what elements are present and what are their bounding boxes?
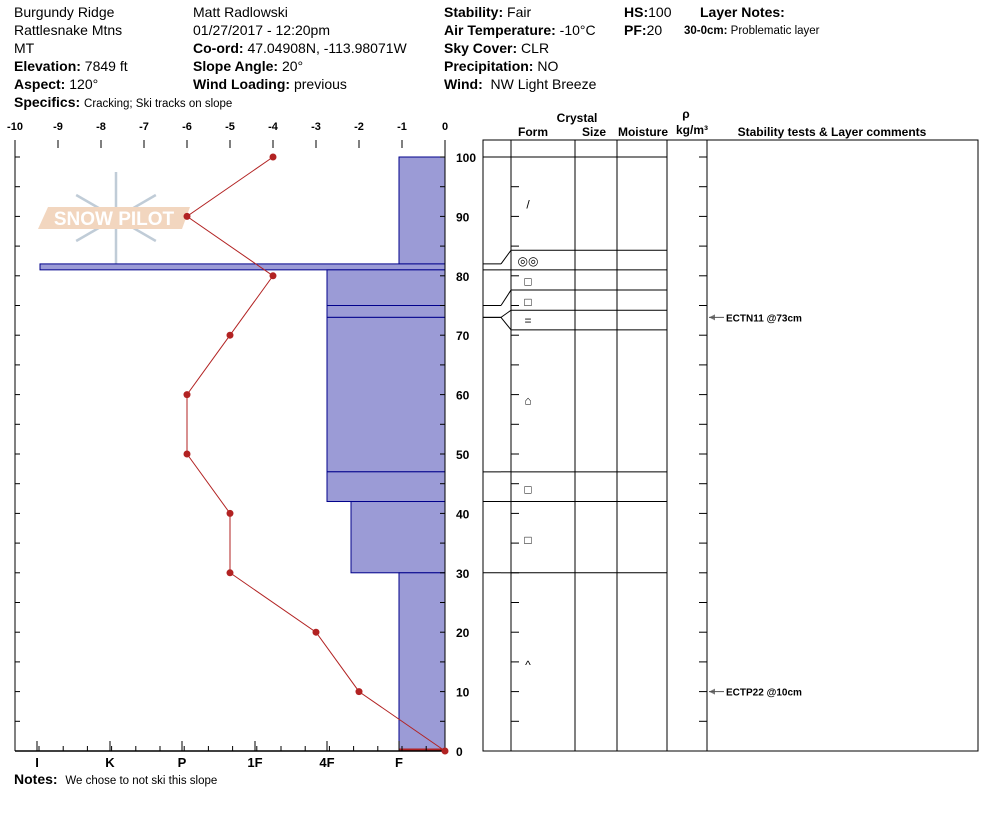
crystal-form-fc-icon: □ (524, 295, 531, 309)
svg-text:SNOW PILOT: SNOW PILOT (54, 209, 175, 230)
hardness-layer (326, 269, 446, 306)
range: Rattlesnake Mtns (14, 22, 123, 38)
crystal-form-sh-icon: ◎◎ (518, 254, 539, 268)
hardness-layer (326, 305, 446, 318)
moisture-header: Moisture (618, 125, 668, 139)
crystal-form-df-icon: / (526, 198, 530, 212)
air-temperature: Air Temperature: -10°C (444, 22, 596, 38)
hardness-layer (398, 572, 446, 752)
crystal-form-mf-icon: ⌂ (524, 394, 531, 408)
stability-test-label: ECTN11 @73cm (726, 313, 802, 324)
height-tick-label: 10 (456, 686, 470, 700)
temperature-point (226, 331, 234, 339)
crystal-form-if-icon: = (524, 313, 531, 327)
form-header: Form (518, 125, 548, 139)
datetime: 01/27/2017 - 12:20pm (193, 22, 330, 38)
hs: HS:100 (624, 4, 672, 20)
hardness-tick-label: F (395, 755, 403, 770)
aspect: Aspect: 120° (14, 76, 99, 92)
hardness-layer (326, 471, 446, 503)
hardness-tick-label: 1F (247, 755, 262, 770)
stability-test-label: ECTP22 @10cm (726, 688, 802, 699)
layer-note: 30-0cm: Problematic layer (684, 25, 820, 37)
height-tick-label: 20 (456, 626, 470, 640)
precipitation: Precipitation: NO (444, 58, 559, 74)
temperature-tick-label: -3 (311, 121, 321, 133)
notes: Notes: We chose to not ski this slope (14, 771, 218, 787)
height-tick-label: 30 (456, 567, 470, 581)
density-header: kg/m³ (676, 123, 708, 137)
location: Burgundy Ridge (14, 4, 115, 20)
layer-connector (500, 317, 512, 331)
slope-angle: Slope Angle: 20° (193, 58, 304, 74)
pf: PF:20 (624, 22, 663, 38)
snow-pilot-logo: SNOW PILOT (38, 172, 190, 264)
temperature-tick-label: -5 (225, 121, 235, 133)
height-tick-label: 60 (456, 389, 470, 403)
hardness-layer (350, 501, 446, 574)
wind-loading: Wind Loading: previous (193, 76, 347, 92)
hardness-layer (398, 156, 446, 265)
layer-connector (500, 309, 512, 318)
stability: Stability: Fair (444, 4, 532, 20)
layer-table-frame (482, 139, 979, 752)
specifics: Specifics: Cracking; Ski tracks on slope (14, 94, 233, 110)
hardness-tick-label: K (105, 755, 115, 770)
hardness-layer (39, 263, 446, 271)
temperature-tick-label: -9 (53, 121, 63, 133)
layer-connector (500, 249, 512, 265)
height-tick-label: 90 (456, 210, 470, 224)
hardness-tick-label: P (178, 755, 187, 770)
hardness-layer (326, 316, 446, 473)
crystal-form-dh-icon: ^ (525, 658, 531, 672)
comments-header: Stability tests & Layer comments (738, 125, 927, 139)
temperature-point (226, 569, 234, 577)
height-tick-label: 80 (456, 270, 470, 284)
layer-connector (500, 289, 512, 306)
temperature-point (183, 391, 191, 399)
temperature-tick-label: -2 (354, 121, 364, 133)
elevation: Elevation: 7849 ft (14, 58, 128, 74)
crystal-header: Crystal (557, 111, 598, 125)
temperature-tick-label: -1 (397, 121, 407, 133)
temperature-point (269, 153, 277, 161)
crystal-form-fc-icon: □ (524, 275, 531, 289)
observer: Matt Radlowski (193, 4, 288, 20)
height-tick-label: 40 (456, 507, 470, 521)
height-tick-label: 70 (456, 329, 470, 343)
temperature-point (183, 212, 191, 220)
temperature-tick-label: 0 (442, 121, 448, 133)
temperature-tick-label: -4 (268, 121, 279, 133)
crystal-form-fc-icon: □ (524, 533, 531, 547)
temperature-point (441, 747, 449, 755)
rho-header: ρ (682, 107, 689, 121)
temperature-tick-label: -8 (96, 121, 106, 133)
height-tick-label: 0 (456, 745, 463, 759)
temperature-point (226, 509, 234, 517)
hardness-tick-label: I (35, 755, 39, 770)
temperature-point (269, 272, 277, 280)
temperature-tick-label: -6 (182, 121, 192, 133)
temperature-point (183, 450, 191, 458)
height-tick-label: 50 (456, 448, 470, 462)
temperature-point (355, 688, 363, 696)
wind: Wind: NW Light Breeze (444, 76, 597, 92)
crystal-form-fc-icon: □ (524, 483, 531, 497)
state: MT (14, 40, 35, 56)
layer-notes-label: Layer Notes: (700, 4, 785, 20)
size-header: Size (582, 125, 606, 139)
sky-cover: Sky Cover: CLR (444, 40, 550, 56)
temperature-point (312, 628, 320, 636)
coordinates: Co-ord: 47.04908N, -113.98071W (193, 40, 407, 56)
temperature-tick-label: -7 (139, 121, 149, 133)
temperature-tick-label: -10 (7, 121, 23, 133)
hardness-tick-label: 4F (319, 755, 334, 770)
height-tick-label: 100 (456, 151, 476, 165)
